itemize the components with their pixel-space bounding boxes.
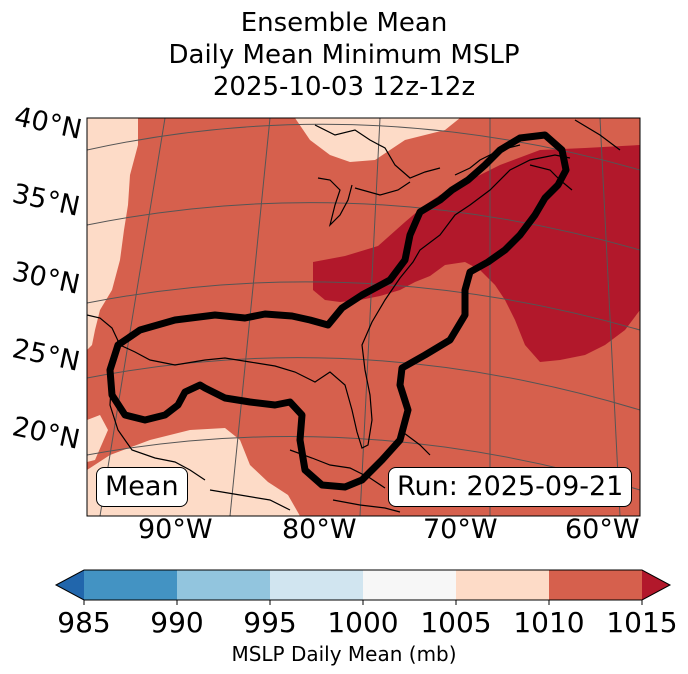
colorbar-tick-985: 985 — [57, 606, 111, 639]
colorbar-tick-1000: 1000 — [327, 606, 399, 639]
lon-label-60w: 60°W — [565, 514, 640, 545]
lon-label-80w: 80°W — [282, 514, 357, 545]
mslp-contour — [106, 131, 570, 491]
pressure-fill-above-1015 — [313, 145, 640, 362]
pressure-fill-1010-1015-corner — [87, 415, 108, 462]
lon-label-70w: 70°W — [423, 514, 498, 545]
colorbar-tick-1010: 1010 — [513, 606, 585, 639]
map-frame — [86, 117, 641, 517]
pressure-fill-1010-1015-west — [87, 118, 138, 350]
title-line-3: 2025-10-03 12z-12z — [212, 72, 476, 102]
colorbar-tick-990: 990 — [150, 606, 204, 639]
title-line-1: Ensemble Mean — [240, 8, 448, 38]
lon-label-90w: 90°W — [138, 514, 213, 545]
mean-label-box: Mean — [96, 467, 188, 507]
colorbar-label: MSLP Daily Mean (mb) — [231, 642, 457, 666]
colorbar-tick-995: 995 — [243, 606, 297, 639]
title-line-2: Daily Mean Minimum MSLP — [168, 40, 520, 70]
colorbar-tick-1005: 1005 — [420, 606, 492, 639]
run-date-box: Run: 2025-09-21 — [388, 467, 633, 507]
colorbar-tick-1015: 1015 — [606, 606, 678, 639]
